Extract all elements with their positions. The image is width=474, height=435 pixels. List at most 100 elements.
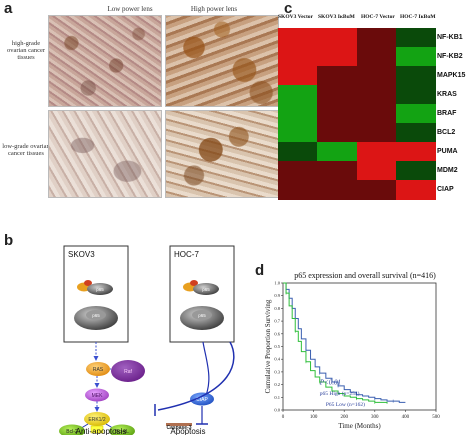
survival-series-line (283, 282, 388, 404)
micrograph-high-grade-high-power (165, 15, 279, 107)
heatmap-gene-label: CIAP (437, 185, 454, 193)
heatmap-col-hoc7-vector: HOC-7 Vector (361, 14, 395, 20)
ras-node (86, 362, 110, 376)
ikb-dot-hoc7 (190, 280, 198, 286)
ciap-label: CIAP (196, 397, 208, 403)
heatmap-col-skov3-ikbam: SKOV3 IκBαM (318, 14, 355, 20)
heatmap-cell (356, 142, 397, 162)
x-axis-label: Time (Months) (338, 422, 381, 430)
hoc7-inhibition-curve (157, 341, 235, 411)
heatmap-cell (395, 28, 436, 48)
y-tick-label: 0.6 (274, 331, 280, 336)
heatmap-col-hoc7-ikbam: HOC-7 IκBαM (400, 14, 436, 20)
heatmap-gene-label: NF-KB1 (437, 33, 463, 41)
y-tick-label: 0.9 (274, 293, 280, 298)
p65-label-hoc7: p65 (202, 287, 210, 292)
heatmap-cell (317, 47, 357, 67)
skov3-label: SKOV3 (68, 250, 95, 259)
heatmap-cell (278, 47, 318, 67)
y-tick-label: 1.0 (274, 281, 280, 286)
panel-d-letter: d (255, 262, 265, 279)
heatmap-gene-label: NF-KB2 (437, 52, 463, 60)
heatmap-cell (356, 161, 397, 181)
heatmap-cell (356, 123, 397, 143)
nuclear-p65-skov3 (86, 310, 106, 320)
heatmap-cell (278, 123, 318, 143)
p65-complex-hoc7 (193, 283, 219, 295)
p65-label-skov3: p65 (96, 287, 104, 292)
arrow-head-erk (94, 407, 100, 412)
heatmap-cell (317, 28, 357, 48)
heatmap-cell (317, 161, 357, 181)
anti-apoptosis-label: Anti-apoptosis (75, 427, 127, 435)
heatmap-cell (356, 85, 397, 105)
y-tick-label: 0.3 (274, 369, 280, 374)
bclxl-node (109, 424, 135, 435)
heatmap-cell (356, 66, 397, 86)
heatmap-cell (395, 47, 436, 67)
legend-p65-low: P65 Low (n=162) (326, 401, 365, 408)
row-label-high-grade: high-grade ovarian cancer tissues (6, 40, 46, 61)
panel-a-letter: a (4, 0, 13, 17)
erk-node (84, 412, 110, 426)
heatmap-cell (278, 85, 318, 105)
bcl2-node (59, 424, 85, 435)
heatmap-cell (317, 85, 357, 105)
bclxl-label: Bcl-xL (115, 429, 129, 435)
heatmap-cell (278, 161, 318, 181)
nuclear-p65-label-skov3: p65 (92, 313, 100, 318)
bcl2-label: Bcl-2 (66, 429, 78, 435)
y-tick-label: 0.7 (274, 319, 280, 324)
caspase-bar (166, 423, 192, 426)
micrograph-low-grade-low-power (48, 110, 162, 198)
caspase-label: Caspase-3 (166, 425, 191, 431)
heatmap-cell (278, 66, 318, 86)
panel-b-letter: b (4, 232, 14, 249)
row-label-low-grade: low-grade ovarian cancer tissues (2, 143, 50, 157)
heatmap-cell (395, 85, 436, 105)
ikb-dot-skov3 (84, 280, 92, 286)
y-axis-label: Cumulative Proportion Surviving (264, 299, 272, 393)
heatmap-cell (356, 180, 397, 200)
raf-node (111, 360, 145, 382)
micrograph-high-grade-low-power (48, 15, 162, 107)
heatmap-cell (278, 180, 318, 200)
x-tick-label: 200 (340, 415, 348, 420)
arrow-head-mek (94, 383, 100, 388)
y-tick-label: 0.2 (274, 382, 280, 387)
heatmap-cell (278, 142, 318, 162)
erk-label: ERK1/2 (88, 417, 105, 423)
survival-title: p65 expression and overall survival (n=4… (294, 271, 436, 280)
heatmap-cell (278, 28, 318, 48)
heatmap-cell (317, 66, 357, 86)
heatmap (278, 28, 436, 200)
heatmap-gene-label: MAPK15 (437, 71, 466, 79)
ciap-node (190, 392, 214, 406)
heatmap-cell (278, 104, 318, 124)
heatmap-cell (356, 47, 397, 67)
y-tick-label: 0.8 (274, 306, 280, 311)
heatmap-cell (317, 104, 357, 124)
hoc7-label: HOC-7 (174, 250, 199, 259)
mek-label: MEK (92, 393, 104, 399)
heatmap-gene-label: KRAS (437, 90, 457, 98)
nuclear-p65-label-hoc7: p65 (198, 313, 206, 318)
mek-node (85, 388, 109, 402)
heatmap-gene-label: BCL2 (437, 128, 456, 136)
col-header-low-power: Low power lens (107, 5, 153, 13)
col-header-high-power: High power lens (190, 5, 238, 13)
x-tick-label: 400 (402, 415, 410, 420)
heatmap-cell (395, 180, 436, 200)
heatmap-gene-label: BRAF (437, 109, 457, 117)
arrow-head-ras (93, 356, 99, 361)
heatmap-cell (395, 142, 436, 162)
heatmap-gene-label: MDM2 (437, 166, 458, 174)
y-tick-label: 0.1 (274, 395, 280, 400)
heatmap-cell (317, 180, 357, 200)
heatmap-cell (395, 123, 436, 143)
heatmap-cell (356, 104, 397, 124)
y-tick-label: 0.0 (274, 408, 280, 413)
heatmap-cell (317, 123, 357, 143)
